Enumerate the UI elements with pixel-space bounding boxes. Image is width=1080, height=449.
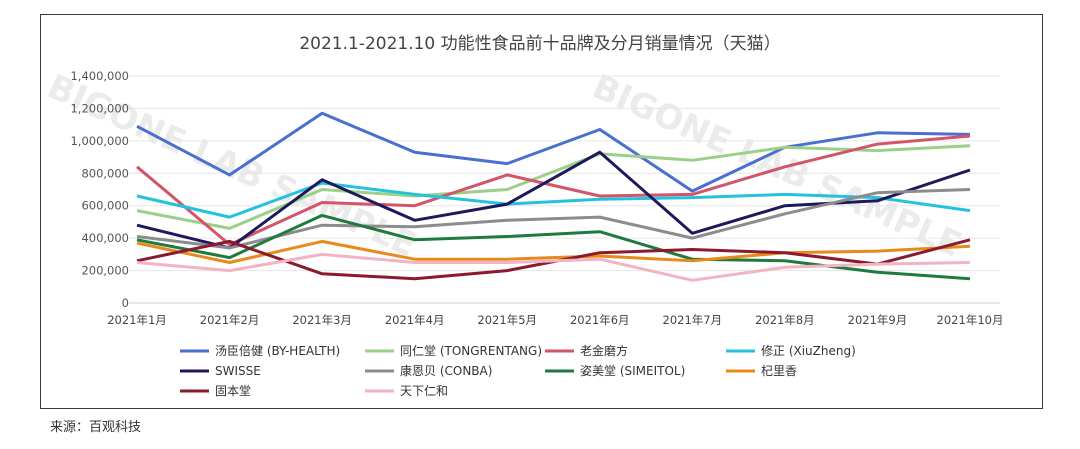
x-axis: 2021年1月 2021年2月 2021年3月 2021年4月 2021年5月 2021年… [107, 313, 1003, 327]
x-tick-label: 2021年10月 [937, 313, 1004, 327]
watermark-right: BIGONE LAB SAMPLE [586, 67, 967, 266]
series-line-10 [136, 252, 971, 282]
series-line-9 [136, 238, 971, 281]
series-lines [136, 111, 971, 282]
series-line-2 [136, 144, 971, 230]
x-tick-label: 2021年6月 [570, 313, 630, 327]
x-tick-label: 2021年8月 [755, 313, 815, 327]
legend-label: 杞里香 [761, 364, 797, 378]
series-line-3 [136, 134, 971, 247]
x-tick-label: 2021年5月 [477, 313, 537, 327]
legend-label: 汤臣倍健 (BY-HEALTH) [215, 343, 340, 358]
y-tick-label: 1,000,000 [70, 134, 129, 148]
source-note: 来源：百观科技 [50, 420, 142, 435]
x-tick-label: 2021年4月 [385, 313, 445, 327]
legend-label: 康恩贝 (CONBA) [400, 363, 492, 378]
x-tick-label: 2021年2月 [200, 313, 260, 327]
y-gridlines [129, 75, 1000, 304]
y-tick-label: 200,000 [81, 264, 129, 278]
series-line-8 [136, 239, 971, 264]
chart-title: 2021.1-2021.10 功能性食品前十品牌及分月销量情况（天猫） [299, 34, 780, 54]
legend-label: 老金磨方 [580, 343, 628, 358]
y-tick-label: 800,000 [81, 166, 129, 180]
y-tick-label: 1,400,000 [70, 69, 129, 83]
y-tick-label: 1,200,000 [70, 101, 129, 115]
legend-label: SWISSE [215, 364, 261, 378]
legend-label: 固本堂 [215, 384, 251, 398]
y-tick-label: 400,000 [81, 231, 129, 245]
legend-label: 姿美堂 (SIMEITOL) [580, 364, 685, 378]
series-line-4 [136, 181, 971, 219]
x-tick-label: 2021年9月 [848, 313, 908, 327]
y-axis: 0 200,000 400,000 600,000 800,000 1,000,000 1,… [70, 69, 129, 310]
x-tick-label: 2021年7月 [663, 313, 723, 327]
x-tick-label: 2021年3月 [292, 313, 352, 327]
legend-label: 天下仁和 [400, 384, 448, 398]
series-line-1 [136, 111, 971, 193]
legend: 汤臣倍健 (BY-HEALTH) 同仁堂 (TONGRENTANG) 老金磨方 修正 … [180, 343, 856, 398]
x-tick-label: 2021年1月 [107, 313, 167, 327]
legend-label: 同仁堂 (TONGRENTANG) [400, 344, 542, 358]
y-tick-label: 600,000 [81, 199, 129, 213]
y-tick-label: 0 [122, 296, 129, 310]
legend-label: 修正 (XiuZheng) [761, 343, 856, 358]
